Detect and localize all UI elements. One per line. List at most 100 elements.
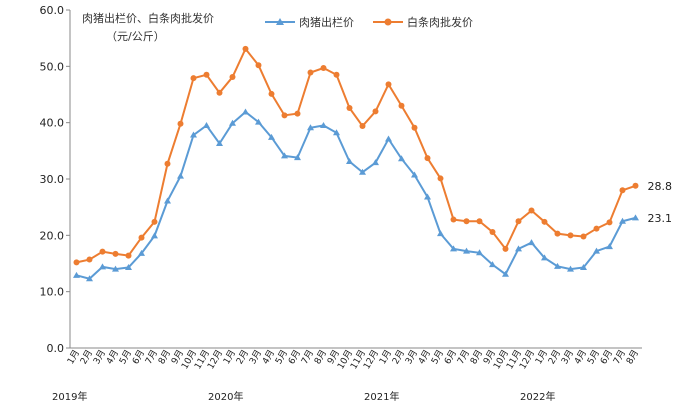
circle-marker — [450, 216, 457, 223]
triangle-marker — [242, 108, 249, 115]
triangle-marker — [190, 131, 197, 138]
circle-marker — [177, 120, 184, 127]
circle-marker — [528, 207, 535, 214]
series-line-0 — [76, 110, 636, 280]
x-tick-label: 7月 — [611, 348, 628, 366]
legend-label-pig: 肉猪出栏价 — [299, 15, 354, 29]
x-tick-label: 3月 — [559, 348, 576, 366]
x-tick-label: 4月 — [416, 348, 433, 366]
triangle-marker — [125, 263, 132, 270]
circle-marker — [294, 110, 301, 117]
circle-marker — [320, 65, 327, 72]
circle-marker — [203, 71, 210, 78]
circle-marker — [515, 218, 522, 225]
triangle-marker — [268, 133, 275, 140]
circle-marker — [242, 45, 249, 52]
triangle-marker — [567, 265, 574, 272]
circle-marker — [372, 108, 379, 115]
x-tick-label: 3月 — [91, 348, 108, 366]
triangle-marker — [580, 263, 587, 270]
triangle-marker — [385, 135, 392, 142]
circle-marker — [125, 252, 132, 259]
triangle-marker — [593, 247, 600, 254]
circle-marker — [567, 232, 574, 239]
circle-marker — [593, 225, 600, 232]
circle-marker — [463, 218, 470, 225]
x-tick-label: 8月 — [312, 348, 329, 366]
circle-marker — [216, 89, 223, 96]
circle-marker — [190, 75, 197, 82]
circle-marker — [476, 218, 483, 225]
y-tick-labels: 0.0 10.0 20.0 30.0 40.0 50.0 60.0 — [40, 4, 70, 355]
circle-marker — [333, 71, 340, 78]
x-tick-label: 2月 — [234, 348, 251, 366]
y-tick-label: 50.0 — [40, 60, 65, 73]
chart-title: 肉猪出栏价、白条肉批发价 — [82, 11, 214, 25]
x-tick-label: 8月 — [156, 348, 173, 366]
x-tick-label: 6月 — [286, 348, 303, 366]
x-tick-label: 5月 — [429, 348, 446, 366]
end-value-label: 23.1 — [648, 212, 673, 225]
circle-marker — [424, 155, 431, 162]
year-label: 2020年 — [208, 390, 243, 403]
end-value-label: 28.8 — [648, 180, 673, 193]
triangle-marker — [463, 247, 470, 254]
circle-marker — [268, 90, 275, 97]
circle-marker — [619, 187, 626, 194]
x-tick-label: 3月 — [403, 348, 420, 366]
circle-marker — [229, 74, 236, 81]
triangle-marker — [112, 265, 119, 272]
series-layer — [73, 45, 639, 282]
x-tick-label: 7月 — [143, 348, 160, 366]
triangle-marker — [307, 124, 314, 131]
legend-circle-icon — [384, 18, 392, 26]
y-tick-label: 40.0 — [40, 117, 65, 130]
x-tick-label: 1月 — [221, 348, 238, 366]
circle-marker — [99, 248, 106, 255]
circle-marker — [489, 228, 496, 235]
x-tick-label: 1月 — [377, 348, 394, 366]
end-labels: 23.1 28.8 — [648, 180, 673, 225]
triangle-marker — [424, 193, 431, 200]
circle-marker — [398, 102, 405, 109]
triangle-marker — [73, 271, 80, 278]
y-tick-label: 60.0 — [40, 4, 65, 17]
unit-label: （元/公斤） — [106, 30, 165, 43]
y-tick-label: 0.0 — [47, 342, 65, 355]
triangle-marker — [255, 118, 262, 125]
triangle-marker — [216, 140, 223, 147]
triangle-marker — [411, 171, 418, 178]
legend: 肉猪出栏价 白条肉批发价 — [265, 15, 473, 29]
y-tick-label: 20.0 — [40, 229, 65, 242]
triangle-marker — [294, 154, 301, 161]
circle-marker — [307, 69, 314, 76]
triangle-marker — [450, 245, 457, 252]
x-tick-label: 4月 — [572, 348, 589, 366]
year-labels: 2019年 2020年 2021年 2022年 — [52, 390, 555, 403]
triangle-marker — [320, 121, 327, 128]
triangle-marker — [619, 217, 626, 224]
x-tick-label: 4月 — [260, 348, 277, 366]
legend-label-pork: 白条肉批发价 — [407, 15, 473, 29]
triangle-marker — [515, 245, 522, 252]
circle-marker — [151, 218, 158, 225]
triangle-marker — [398, 155, 405, 162]
triangle-marker — [281, 152, 288, 159]
triangle-marker — [606, 243, 613, 250]
triangle-marker — [138, 249, 145, 256]
circle-marker — [138, 234, 145, 241]
x-tick-label: 6月 — [130, 348, 147, 366]
triangle-marker — [554, 262, 561, 269]
circle-marker — [281, 112, 288, 119]
circle-marker — [554, 230, 561, 237]
triangle-marker — [359, 168, 366, 175]
triangle-marker — [229, 119, 236, 126]
triangle-marker — [333, 129, 340, 136]
triangle-marker — [528, 239, 535, 246]
x-tick-label: 7月 — [299, 348, 316, 366]
x-tick-label: 3月 — [247, 348, 264, 366]
circle-marker — [255, 62, 262, 69]
series-line-1 — [76, 46, 636, 264]
triangle-marker — [489, 261, 496, 268]
